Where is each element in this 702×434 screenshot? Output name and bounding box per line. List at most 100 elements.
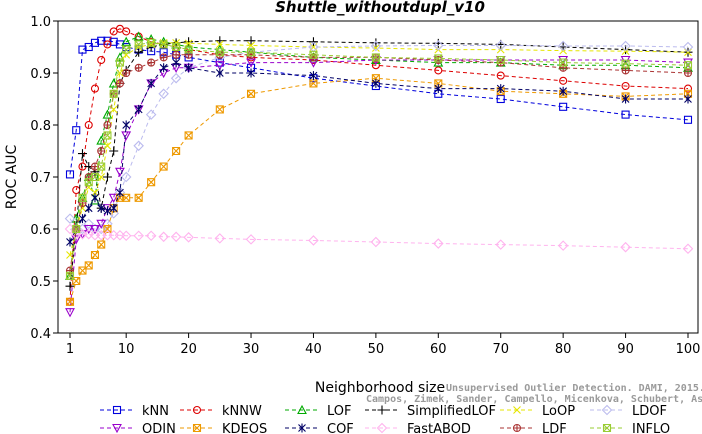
x-tick-label: 1 bbox=[66, 342, 74, 357]
data-point-inflo bbox=[683, 61, 693, 70]
data-point-kdeos bbox=[65, 297, 75, 306]
data-point-kdeos bbox=[84, 261, 93, 270]
data-point-cof bbox=[78, 214, 87, 224]
x-tick-label: 20 bbox=[180, 342, 197, 357]
y-axis: 0.4 0.5 0.6 0.7 0.8 0.9 1.0 bbox=[30, 15, 58, 342]
data-point-knnw bbox=[84, 120, 93, 130]
data-point-cof bbox=[184, 63, 193, 73]
legend-item-loop: LoOP bbox=[500, 404, 575, 419]
data-point-kdeos bbox=[122, 193, 131, 202]
data-point-knn bbox=[97, 36, 106, 45]
data-point-knn bbox=[683, 115, 693, 124]
legend-item-inflo: INFLO bbox=[590, 422, 670, 434]
series-line-fastabod bbox=[69, 228, 689, 250]
data-point-ldf bbox=[683, 68, 693, 78]
data-point-fastabod bbox=[133, 230, 144, 242]
data-point-kdeos bbox=[309, 79, 318, 88]
data-point-knn bbox=[559, 102, 568, 111]
data-point-knnw bbox=[559, 76, 568, 85]
data-point-odin bbox=[65, 308, 75, 318]
legend-item-kdeos: KDEOS bbox=[180, 422, 267, 434]
legend-label: ODIN bbox=[142, 422, 176, 434]
data-point-cof bbox=[91, 193, 99, 203]
data-point-cof bbox=[147, 78, 156, 88]
legend-marker bbox=[298, 423, 306, 433]
series-inflo bbox=[65, 38, 693, 280]
y-tick-label: 0.9 bbox=[30, 67, 51, 82]
series-line-ldof bbox=[69, 44, 689, 230]
legend-label: FastABOD bbox=[407, 422, 471, 434]
legend-marker bbox=[192, 405, 202, 415]
y-tick-label: 0.5 bbox=[30, 275, 51, 290]
data-point-cof bbox=[172, 58, 181, 68]
data-point-knn bbox=[115, 40, 124, 49]
x-tick-label: 50 bbox=[368, 342, 385, 357]
data-point-inflo bbox=[90, 172, 100, 182]
data-point-knn bbox=[621, 110, 630, 119]
data-point-loop bbox=[116, 69, 124, 77]
series-line-knn bbox=[69, 40, 689, 175]
data-point-cof bbox=[247, 68, 255, 78]
legend-item-cof: COF bbox=[285, 422, 354, 434]
data-point-cof bbox=[97, 203, 106, 213]
legend-label: KDEOS bbox=[222, 422, 267, 434]
data-point-inflo bbox=[559, 58, 568, 67]
data-point-lof bbox=[115, 52, 125, 62]
data-point-knnw bbox=[683, 84, 693, 93]
data-point-fastabod bbox=[120, 230, 132, 242]
data-point-cof bbox=[103, 206, 112, 216]
data-point-inflo bbox=[434, 54, 443, 63]
legend-marker bbox=[602, 423, 612, 433]
data-point-fastabod bbox=[158, 231, 169, 243]
legend-label: SimplifiedLOF bbox=[407, 404, 496, 419]
data-point-cof bbox=[621, 94, 630, 104]
legend-label: LOF bbox=[327, 404, 352, 419]
data-point-kdeos bbox=[215, 105, 224, 114]
legend-item-odin: ODIN bbox=[100, 422, 176, 434]
x-tick-label: 90 bbox=[617, 342, 634, 357]
data-point-knn bbox=[90, 38, 100, 47]
plot-area bbox=[57, 20, 699, 334]
data-point-inflo bbox=[115, 58, 124, 67]
data-point-knn bbox=[78, 45, 87, 54]
data-point-inflo bbox=[65, 271, 75, 280]
x-axis: 1 10 20 30 40 50 60 70 80 90 100 bbox=[66, 333, 700, 357]
data-point-simplifiedlof bbox=[65, 281, 75, 291]
data-point-knn bbox=[72, 126, 81, 135]
legend-marker bbox=[297, 404, 307, 415]
data-point-fastabod bbox=[308, 235, 319, 246]
data-point-inflo bbox=[134, 40, 143, 49]
legend-marker bbox=[112, 423, 122, 434]
data-point-ldof bbox=[620, 40, 631, 52]
legend-label: kNN bbox=[142, 404, 169, 419]
legend-marker bbox=[192, 423, 202, 433]
data-point-inflo bbox=[72, 224, 81, 234]
data-point-simplifiedlof bbox=[184, 37, 194, 47]
data-point-odin bbox=[121, 131, 132, 141]
data-point-fastabod bbox=[433, 238, 444, 249]
y-tick-label: 0.7 bbox=[30, 171, 51, 186]
data-point-cof bbox=[134, 104, 143, 114]
data-point-fastabod bbox=[682, 243, 694, 255]
data-point-cof bbox=[215, 68, 224, 78]
data-point-cof bbox=[434, 84, 443, 94]
legend-label: LoOP bbox=[542, 404, 575, 419]
data-point-simplifiedlof bbox=[102, 172, 112, 182]
data-point-kdeos bbox=[159, 162, 168, 171]
data-point-ldf bbox=[159, 53, 168, 62]
data-point-inflo bbox=[246, 48, 256, 57]
data-point-ldof bbox=[495, 40, 507, 51]
data-point-ldf bbox=[115, 79, 124, 88]
data-point-ldof bbox=[145, 109, 157, 120]
data-point-inflo bbox=[371, 53, 380, 62]
data-point-odin bbox=[108, 193, 119, 203]
series-line-kdeos bbox=[69, 77, 689, 302]
data-point-inflo bbox=[103, 131, 112, 140]
x-tick-label: 70 bbox=[492, 342, 509, 357]
data-point-knnw bbox=[496, 71, 505, 80]
data-point-knnw bbox=[434, 66, 443, 75]
data-point-odin bbox=[214, 61, 225, 71]
data-point-ldof bbox=[120, 171, 132, 183]
series-line-ldf bbox=[69, 54, 689, 271]
series-line-simplifiedlof bbox=[69, 40, 689, 287]
